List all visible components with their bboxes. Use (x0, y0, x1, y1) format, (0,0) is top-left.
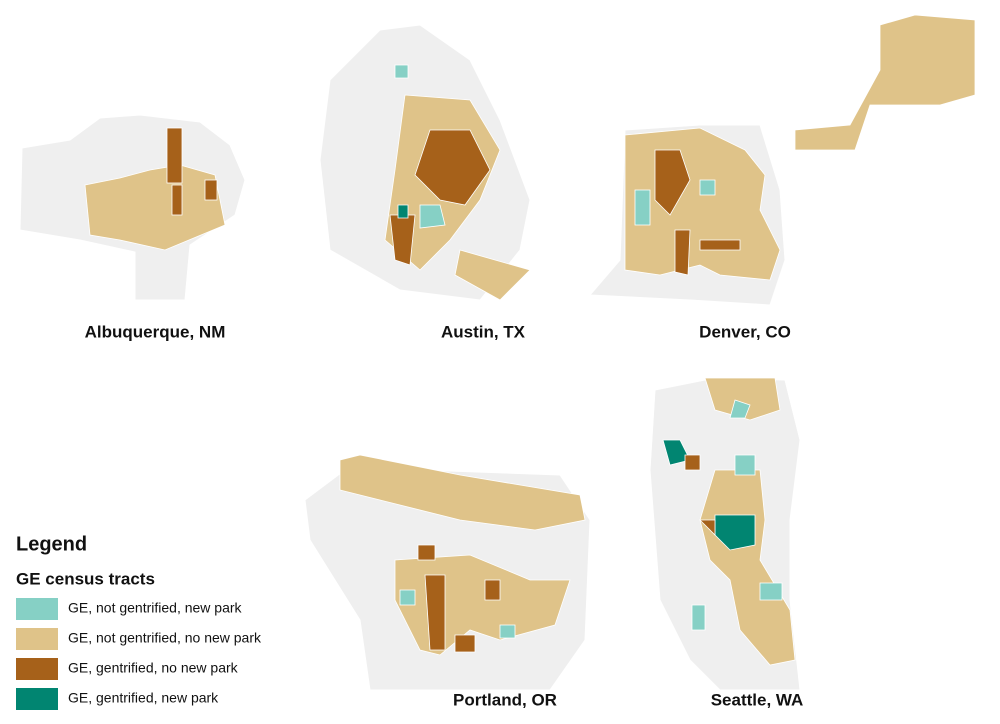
legend-items: GE, not gentrified, new park GE, not gent… (16, 598, 262, 710)
map-austin (319, 24, 531, 301)
tract (166, 127, 183, 184)
tract (704, 377, 781, 421)
tract (499, 624, 516, 639)
tract (204, 179, 218, 201)
tract (171, 184, 183, 216)
city-label: Denver, CO (699, 322, 791, 341)
tract (759, 582, 783, 601)
tract (399, 589, 416, 606)
map-denver (588, 14, 976, 306)
tract (674, 229, 691, 276)
tract (699, 179, 716, 196)
tract (734, 454, 756, 476)
city-label: Portland, OR (453, 690, 557, 709)
map-albuquerque (19, 114, 246, 301)
legend: Legend GE census tracts GE, not gentrifi… (16, 533, 262, 710)
tract (794, 14, 976, 151)
map-seattle (649, 377, 801, 691)
legend-subtitle: GE census tracts (16, 569, 155, 588)
legend-swatch (16, 658, 58, 680)
tract (417, 544, 436, 561)
tract (699, 239, 741, 251)
city-label: Albuquerque, NM (85, 322, 226, 341)
legend-label: GE, not gentrified, new park (68, 600, 243, 616)
legend-label: GE, not gentrified, no new park (68, 630, 262, 646)
tract (397, 204, 409, 219)
tract (84, 164, 226, 251)
tract (454, 249, 531, 301)
tract (424, 574, 446, 651)
map-portland (304, 454, 591, 691)
tract (729, 399, 751, 419)
tract (634, 189, 651, 226)
tract (691, 604, 706, 631)
legend-title: Legend (16, 533, 87, 555)
tract (394, 64, 409, 79)
tract (699, 519, 716, 536)
city-label: Seattle, WA (711, 690, 804, 709)
tract (454, 634, 476, 653)
legend-label: GE, gentrified, no new park (68, 660, 239, 676)
tract (484, 579, 501, 601)
legend-swatch (16, 598, 58, 620)
legend-label: GE, gentrified, new park (68, 690, 219, 706)
legend-swatch (16, 628, 58, 650)
city-label: Austin, TX (441, 322, 526, 341)
tract (654, 149, 691, 216)
tract (419, 204, 446, 229)
legend-swatch (16, 688, 58, 710)
tract (339, 454, 586, 531)
tract (414, 129, 491, 206)
tract (684, 454, 701, 471)
